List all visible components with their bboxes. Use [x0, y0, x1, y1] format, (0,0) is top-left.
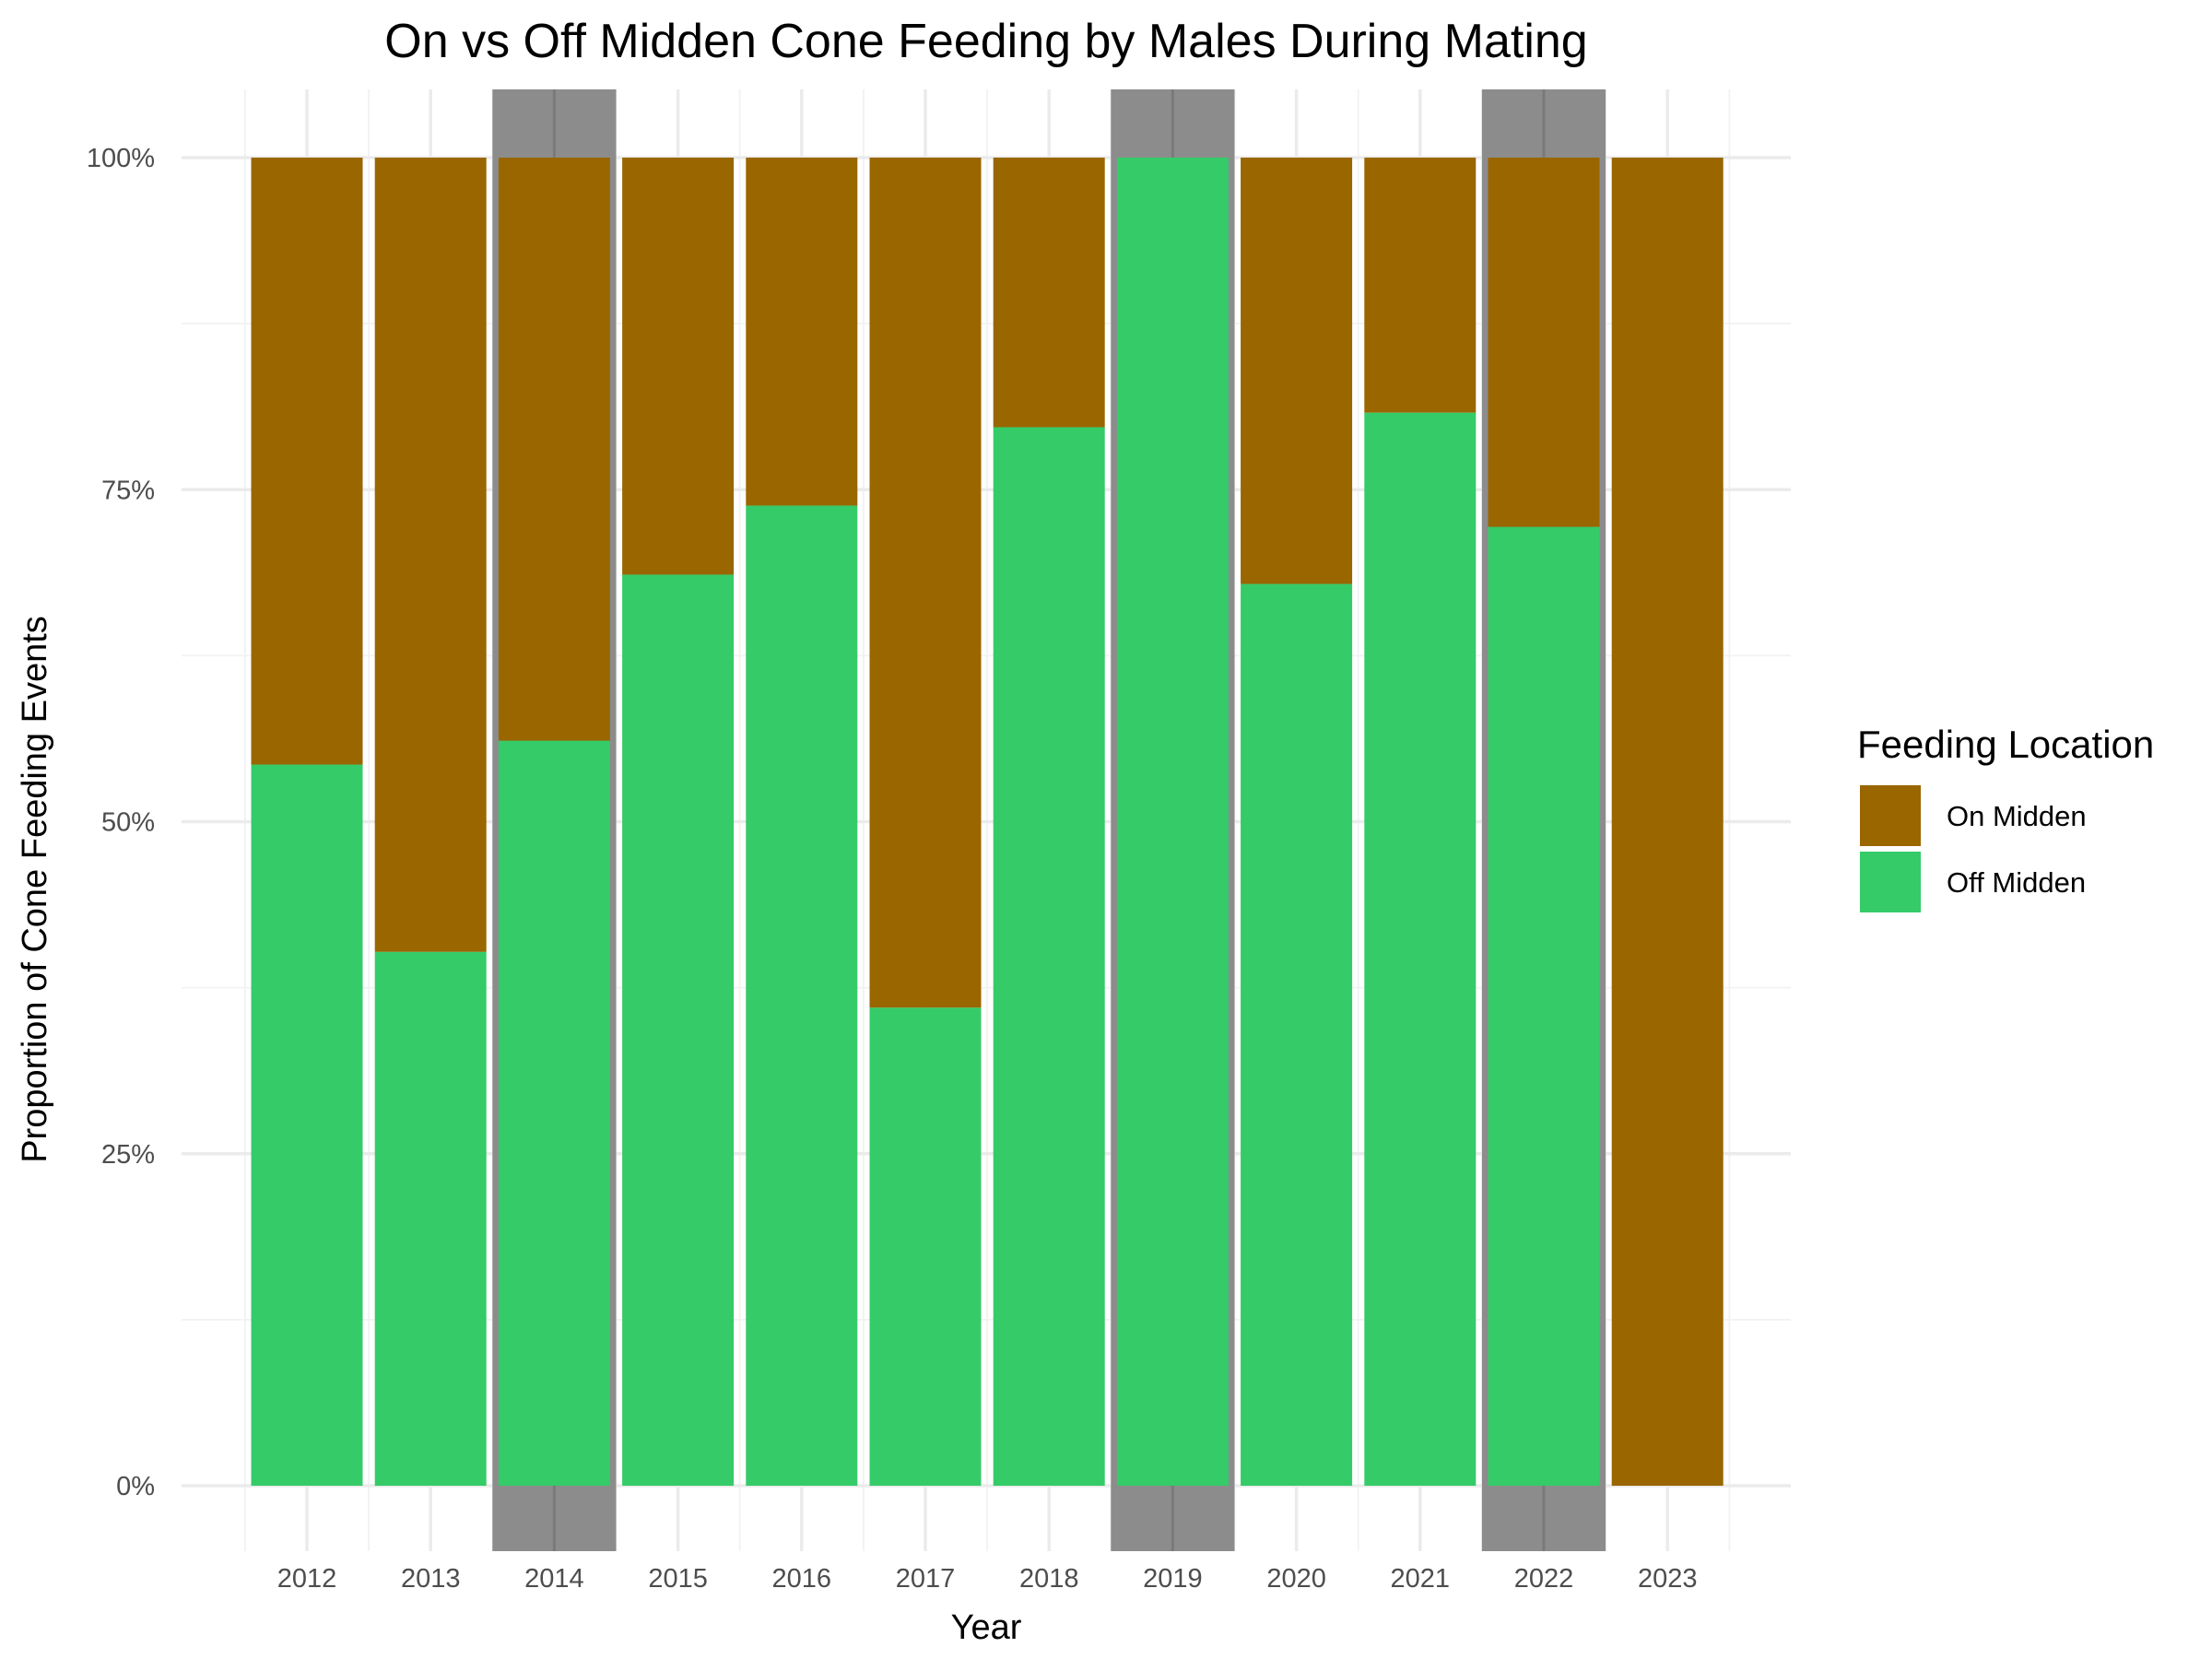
legend-key-off-midden	[1860, 852, 1921, 912]
y-tick-label: 0%	[116, 1472, 155, 1501]
bar-2014-off-midden	[498, 740, 610, 1486]
bar-2016-on-midden	[746, 158, 858, 506]
y-tick-labels: 0% 25% 50% 75% 100%	[87, 144, 155, 1501]
bar-2014-on-midden	[498, 158, 610, 741]
legend: Feeding Location On Midden Off Midden	[1857, 723, 2154, 912]
bar-2013-off-midden	[374, 951, 487, 1486]
bar-2012-off-midden	[251, 764, 363, 1486]
bar-2015-on-midden	[622, 158, 735, 575]
legend-key-on-midden	[1860, 785, 1921, 846]
bar-2019-off-midden	[1116, 158, 1229, 1486]
y-tick-label: 75%	[101, 476, 155, 505]
bar-2022-on-midden	[1488, 158, 1600, 527]
bar-2018-off-midden	[993, 427, 1105, 1487]
bar-2016-off-midden	[746, 505, 858, 1486]
chart-title: On vs Off Midden Cone Feeding by Males D…	[384, 15, 1587, 68]
x-tick-labels: 2012 2013 2014 2015 2016 2017 2018 2019 2020 2021…	[277, 1564, 1698, 1594]
x-tick-label: 2022	[1514, 1564, 1574, 1594]
x-tick-label: 2016	[772, 1564, 832, 1594]
bar-2013-on-midden	[374, 158, 487, 952]
y-axis-title: Proportion of Cone Feeding Events	[16, 616, 54, 1163]
x-tick-label: 2012	[277, 1564, 337, 1594]
legend-label: On Midden	[1947, 800, 2087, 832]
x-tick-label: 2023	[1638, 1564, 1698, 1594]
x-axis-title: Year	[951, 1608, 1022, 1647]
x-tick-label: 2018	[1019, 1564, 1079, 1594]
bars	[251, 158, 1724, 1487]
legend-title: Feeding Location	[1857, 723, 2154, 766]
bar-2012-on-midden	[251, 158, 363, 765]
x-tick-label: 2020	[1266, 1564, 1326, 1594]
x-tick-label: 2013	[401, 1564, 461, 1594]
bar-2023-on-midden	[1611, 158, 1724, 1486]
x-tick-label: 2015	[648, 1564, 708, 1594]
y-tick-label: 50%	[101, 808, 155, 838]
bar-2020-off-midden	[1241, 583, 1353, 1486]
bar-2022-off-midden	[1488, 526, 1600, 1486]
y-tick-label: 25%	[101, 1140, 155, 1170]
y-tick-label: 100%	[87, 144, 155, 173]
legend-label: Off Midden	[1947, 866, 2086, 899]
x-tick-label: 2019	[1143, 1564, 1203, 1594]
bar-2018-on-midden	[993, 158, 1105, 428]
x-tick-label: 2014	[524, 1564, 584, 1594]
bar-2021-off-midden	[1364, 412, 1477, 1486]
bar-2020-on-midden	[1241, 158, 1353, 584]
x-tick-label: 2021	[1391, 1564, 1451, 1594]
x-tick-label: 2017	[896, 1564, 956, 1594]
bar-2017-on-midden	[869, 158, 982, 1008]
bar-2021-on-midden	[1364, 158, 1477, 413]
bar-2015-off-midden	[622, 574, 735, 1486]
bar-2017-off-midden	[869, 1007, 982, 1486]
